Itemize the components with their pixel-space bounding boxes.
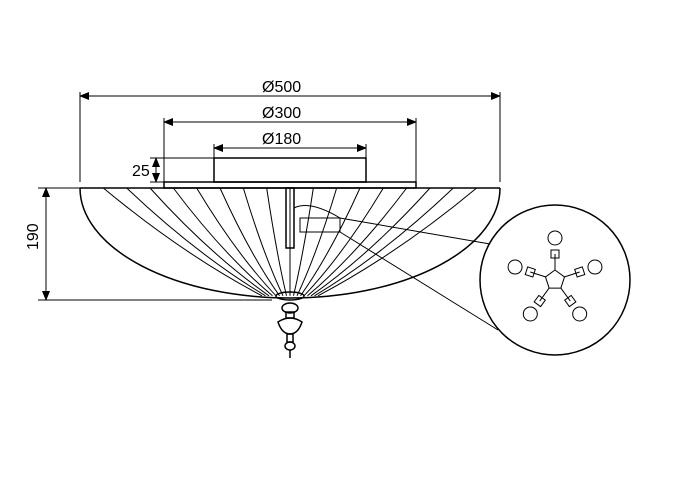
dimension-d500: Ø500 [80, 79, 500, 96]
dimension-h190: 190 [25, 188, 272, 300]
center-stem [286, 188, 340, 248]
dimension-d180: Ø180 [214, 131, 366, 148]
dim-label-d180: Ø180 [262, 131, 301, 148]
dimension-h25: 25 [132, 158, 214, 182]
technical-drawing: Ø500 Ø300 Ø180 25 [0, 0, 700, 502]
dim-label-d500: Ø500 [262, 79, 301, 96]
dimension-d300: Ø300 [164, 105, 416, 122]
finial [278, 303, 302, 358]
dim-label-h25: 25 [132, 163, 150, 180]
detail-callout [340, 205, 630, 355]
top-plate-180 [214, 158, 366, 182]
dim-label-h190: 190 [25, 223, 42, 250]
top-plate-300 [164, 182, 416, 188]
glass-bowl [80, 188, 500, 300]
dim-label-d300: Ø300 [262, 105, 301, 122]
